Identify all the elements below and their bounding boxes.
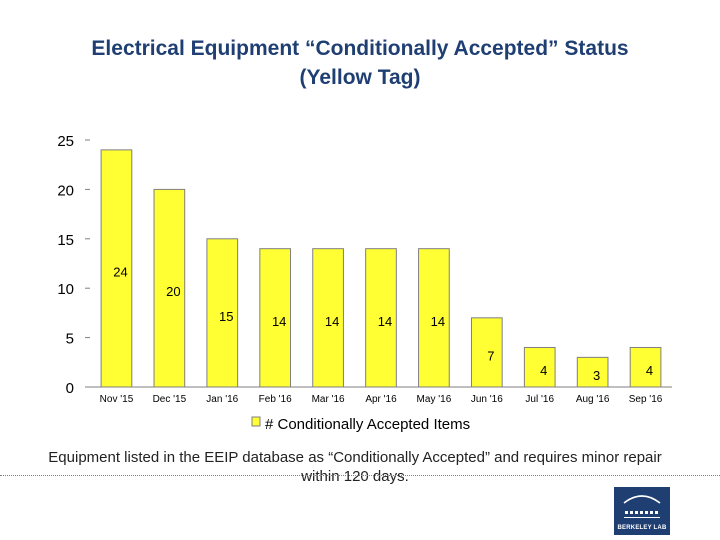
bar [259,248,292,388]
bar-data-label: 15 [219,309,233,324]
bar [576,356,609,388]
berkeley-lab-logo: BERKELEY LAB [614,487,670,535]
bar [365,248,397,388]
chart-title-line-2: (Yellow Tag) [299,66,421,89]
bar [470,317,503,388]
chart-data-labels: 24 20 15 14 14 14 14 7 4 3 4 [113,264,653,383]
x-axis-tick-label: Nov '15 [100,394,134,405]
x-axis-tick-label: Jan '16 [206,394,238,405]
bar-data-label: 14 [431,314,445,329]
chart-caption: Equipment listed in the EEIP database as… [48,449,662,485]
x-axis-tick-label: Jun '16 [471,394,503,405]
bar-data-label: 3 [593,368,600,383]
legend-label: # Conditionally Accepted Items [265,416,470,433]
x-axis-tick-label: Dec '15 [153,394,187,405]
bar [312,248,344,388]
bar-data-label: 20 [166,284,180,299]
y-axis-tick-label: 25 [57,133,74,150]
x-axis-tick-label: May '16 [417,394,452,405]
logo-text: BERKELEY LAB [617,525,667,531]
y-axis-tick-label: 15 [57,232,74,249]
bar [629,346,662,388]
chart-bars [100,149,662,388]
x-axis-tick-label: Jul '16 [525,394,554,405]
bar-data-label: 4 [646,363,653,378]
legend-swatch [251,416,261,427]
x-axis-tick-label: Aug '16 [576,394,610,405]
bar-data-label: 14 [325,314,339,329]
bar [153,188,186,388]
bar [418,248,450,388]
footer-divider [0,475,720,476]
bar-data-label: 7 [487,348,494,363]
y-axis-tick-label: 5 [66,331,74,348]
y-axis-tick-label: 10 [57,281,74,298]
x-axis-tick-label: Feb '16 [259,394,292,405]
bar [100,149,133,388]
chart-title: Electrical Equipment “Conditionally Acce… [0,34,720,92]
bar [523,346,556,388]
bar-data-label: 14 [378,314,392,329]
x-axis-tick-label: Mar '16 [312,394,345,405]
bar-chart: 0 5 10 15 20 25 Nov '15 Dec '15 Jan '16 Feb '16 Ma… [57,133,672,433]
bar-data-label: 4 [540,363,547,378]
x-axis-tick-label: Sep '16 [629,394,663,405]
bar [206,238,239,388]
x-axis-tick-label: Apr '16 [365,394,397,405]
chart-title-line-1: Electrical Equipment “Conditionally Acce… [91,37,629,60]
bar-data-label: 14 [272,314,286,329]
y-axis-tick-label: 20 [57,182,74,199]
chart-axes: 0 5 10 15 20 25 Nov '15 Dec '15 Jan '16 Feb '16 Ma… [57,133,672,405]
bar-data-label: 24 [113,264,127,279]
y-axis-tick-label: 0 [66,380,74,397]
chart-legend: # Conditionally Accepted Items [251,416,470,433]
building-icon [623,495,661,518]
